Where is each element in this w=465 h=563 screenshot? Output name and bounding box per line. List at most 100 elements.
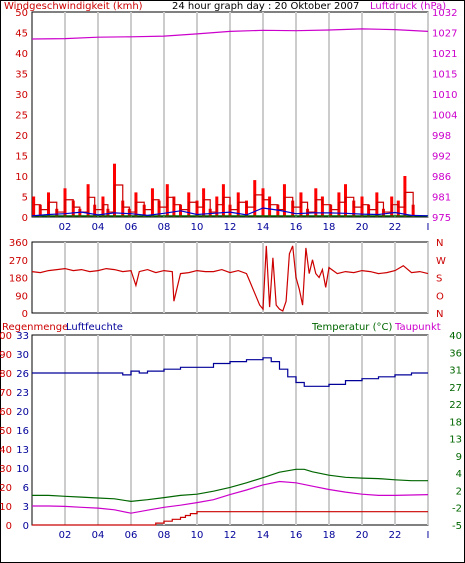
wind-gust-bar <box>276 204 280 217</box>
graph-title: 24 hour graph day : 20 Oktober 2007 <box>172 1 359 12</box>
legend-humidity: Luftfeuchte <box>66 322 123 333</box>
direction-y-tick-label: 360 <box>9 238 28 249</box>
wind-gust-bar <box>32 196 36 217</box>
temperature-y-tick-label: 27 <box>449 383 462 394</box>
pressure-y-tick-label: 1027 <box>432 29 457 40</box>
wind-avg-line <box>31 207 429 217</box>
pressure-y-tick-label: 1010 <box>432 90 457 101</box>
wind-gust-bar <box>261 188 265 217</box>
pressure-axis-title: Luftdruck (hPa) <box>370 1 446 12</box>
wind-y-tick-label: 10 <box>15 172 28 183</box>
wind-x-tick-label: 18 <box>323 222 336 233</box>
wind-y-tick-label: 20 <box>15 131 28 142</box>
wind-x-tick-label: 14 <box>257 222 270 233</box>
wind-x-tick-label: 20 <box>356 222 369 233</box>
climate-x-tick-label: 12 <box>224 530 237 541</box>
pressure-y-tick-label: 981 <box>432 193 451 204</box>
wind-gust-bar <box>55 208 59 217</box>
direction-y-tick-label: 180 <box>9 274 28 285</box>
temperature-y-tick-label: 2 <box>456 486 462 497</box>
compass-tick-label: S <box>436 274 442 285</box>
pressure-y-tick-label: 998 <box>432 131 451 142</box>
wind-y-tick-label: 40 <box>15 49 28 60</box>
pressure-line <box>31 28 429 40</box>
wind-gust-bar <box>78 208 82 217</box>
rain-y-tick-label: 80 <box>0 369 12 380</box>
wind-x-tick-label: 16 <box>290 222 303 233</box>
wind-x-tick-label: 04 <box>92 222 105 233</box>
climate-x-tick-label: 14 <box>257 530 270 541</box>
climate-x-tick-label: 04 <box>92 530 105 541</box>
pressure-y-tick-label: 992 <box>432 152 451 163</box>
humidity-y-tick-label: 0 <box>23 521 29 532</box>
wind-gust-bar <box>228 204 232 217</box>
wind-gust-outline <box>33 184 414 213</box>
rain-y-tick-label: 20 <box>0 483 12 494</box>
wind-pressure-panel: 0510152025303540455097598198699299810041… <box>15 8 457 233</box>
compass-tick-label: N <box>436 238 443 249</box>
wind-y-tick-label: 5 <box>22 193 28 204</box>
wind-y-tick-label: 0 <box>22 213 28 224</box>
wind-gust-bar <box>142 204 146 217</box>
wind-gust-bar <box>291 200 295 217</box>
wind-y-tick-label: 30 <box>15 90 28 101</box>
legend-temperature: Temperatur (°C) <box>311 322 392 333</box>
rain-y-tick-label: 100 <box>0 331 12 342</box>
humidity-y-tick-label: 20 <box>16 407 29 418</box>
temperature-y-tick-label: 4 <box>456 469 462 480</box>
dewpoint-line <box>32 480 429 514</box>
legend-dewpoint: Taupunkt <box>394 322 441 333</box>
temperature-y-tick-label: 18 <box>449 417 462 428</box>
climate-x-tick-label: 06 <box>125 530 138 541</box>
wind-gust-bar <box>38 204 42 217</box>
wind-y-tick-label: 25 <box>15 111 28 122</box>
wind-gust-bar <box>208 208 212 217</box>
temperature-y-tick-label: 36 <box>449 348 462 359</box>
compass-tick-label: W <box>436 256 446 267</box>
direction-line <box>31 245 429 312</box>
wind-gust-bar <box>329 204 333 217</box>
climate-x-tick-label: 16 <box>290 530 303 541</box>
compass-tick-label: N <box>436 309 443 320</box>
wind-gust-bar <box>268 196 272 217</box>
temperature-y-tick-label: 31 <box>449 366 462 377</box>
wind-x-tick-label: 08 <box>158 222 171 233</box>
climate-x-tick-label: 18 <box>323 530 336 541</box>
wind-gust-bar <box>367 204 371 217</box>
wind-gust-bar <box>93 204 97 217</box>
direction-y-tick-label: 90 <box>15 291 28 302</box>
wind-x-tick-label: 10 <box>191 222 204 233</box>
humidity-y-tick-label: 30 <box>16 350 29 361</box>
humidity-y-tick-label: 16 <box>16 426 29 437</box>
humidity-y-tick-label: 23 <box>16 388 29 399</box>
pressure-y-tick-label: 975 <box>432 213 451 224</box>
direction-y-tick-label: 0 <box>22 309 28 320</box>
legend-rain: Regenmenge <box>2 322 68 333</box>
rain-y-tick-label: 70 <box>0 388 12 399</box>
wind-gust-bar <box>396 200 400 217</box>
wind-gust-bar <box>352 200 356 217</box>
wind-y-tick-label: 45 <box>15 29 28 40</box>
rain-humidity-temperature-panel: 0102030405060708090100036101316202326303… <box>0 331 462 541</box>
climate-x-tick-label: I <box>427 530 430 541</box>
humidity-y-tick-label: 33 <box>16 331 29 342</box>
wind-gust-bar <box>121 200 125 217</box>
wind-y-tick-label: 35 <box>15 70 28 81</box>
wind-gust-bar <box>127 208 131 217</box>
humidity-y-tick-label: 6 <box>23 483 29 494</box>
humidity-y-tick-label: 26 <box>16 369 29 380</box>
pressure-y-tick-label: 1032 <box>432 8 457 19</box>
wind-gust-bar <box>106 208 110 217</box>
humidity-y-tick-label: 13 <box>16 445 29 456</box>
wind-gust-bar <box>195 200 199 217</box>
rain-y-tick-label: 90 <box>0 350 12 361</box>
temperature-y-tick-label: 22 <box>449 400 462 411</box>
temperature-y-tick-label: -5 <box>452 521 462 532</box>
climate-x-tick-label: 22 <box>389 530 402 541</box>
direction-y-tick-label: 270 <box>9 256 28 267</box>
humidity-y-tick-label: 10 <box>16 464 29 475</box>
temperature-y-tick-label: 9 <box>456 452 462 463</box>
compass-tick-label: O <box>436 291 444 302</box>
